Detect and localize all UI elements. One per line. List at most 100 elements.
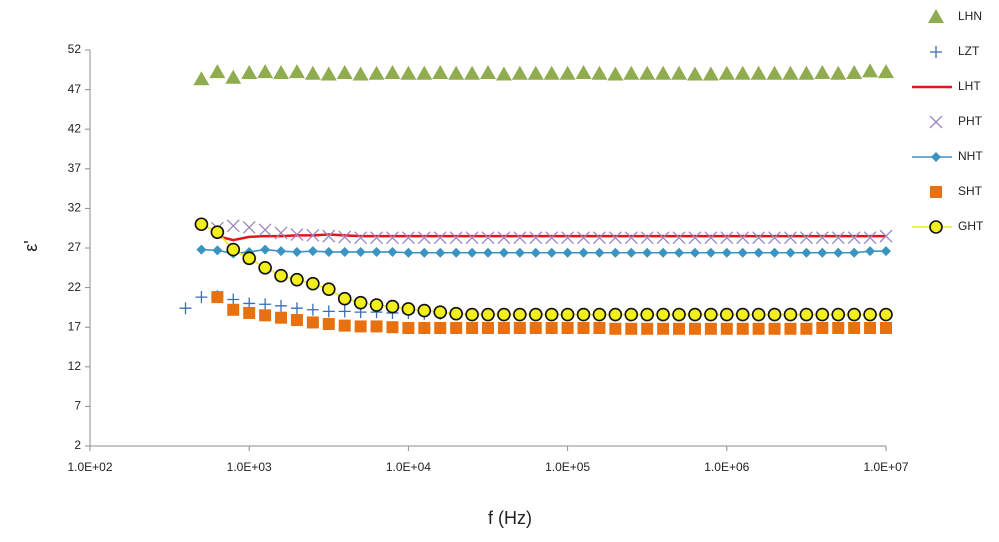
series-line xyxy=(217,233,886,242)
marker-triangle xyxy=(575,64,592,79)
legend-item: NHT xyxy=(912,149,983,163)
marker-diamond xyxy=(785,247,796,258)
marker-plus xyxy=(338,305,351,318)
marker-triangle xyxy=(878,64,894,79)
marker-cross xyxy=(752,231,766,245)
marker-triangle xyxy=(495,66,512,81)
marker-circle xyxy=(576,307,591,322)
marker-square xyxy=(545,321,558,334)
marker-diamond xyxy=(530,247,541,258)
marker-circle xyxy=(656,307,670,322)
marker-cross xyxy=(338,230,352,244)
marker-cross xyxy=(386,231,399,245)
marker-triangle xyxy=(511,65,528,80)
marker-diamond xyxy=(642,247,653,258)
marker-square xyxy=(211,291,224,304)
marker-cross xyxy=(545,231,559,245)
marker-square xyxy=(720,322,733,335)
marker-square xyxy=(402,321,415,334)
legend-label: GHT xyxy=(958,219,984,233)
marker-square xyxy=(673,322,686,335)
marker-diamond xyxy=(435,247,446,258)
marker-triangle xyxy=(830,65,847,80)
marker-circle xyxy=(719,307,734,322)
marker-triangle xyxy=(734,65,751,80)
marker-circle xyxy=(401,302,416,316)
marker-diamond xyxy=(817,247,828,258)
marker-cross xyxy=(242,220,256,234)
marker-cross xyxy=(226,219,240,233)
marker-triangle xyxy=(766,65,783,80)
marker-square xyxy=(275,311,288,324)
legend-label: LZT xyxy=(958,44,980,58)
marker-triangle xyxy=(320,66,337,81)
marker-cross xyxy=(704,231,718,245)
marker-triangle xyxy=(527,65,544,80)
marker-square xyxy=(466,321,479,334)
marker-diamond xyxy=(467,247,478,258)
marker-circle xyxy=(433,305,448,319)
marker-triangle xyxy=(209,64,226,79)
marker-diamond xyxy=(674,247,685,258)
marker-diamond xyxy=(705,247,716,258)
marker-diamond xyxy=(801,247,812,258)
marker-square xyxy=(434,321,447,334)
marker-diamond xyxy=(339,246,350,257)
marker-cross xyxy=(815,231,829,245)
legend-label: SHT xyxy=(958,184,983,198)
marker-circle xyxy=(544,307,559,322)
marker-square xyxy=(354,320,367,333)
marker-circle xyxy=(337,291,352,306)
marker-circle xyxy=(242,251,256,266)
marker-square xyxy=(704,322,717,335)
marker-diamond xyxy=(626,247,637,258)
marker-diamond xyxy=(483,247,494,258)
y-tick-label: 27 xyxy=(68,240,82,254)
legend-item: LZT xyxy=(930,44,980,58)
marker-plus xyxy=(322,305,335,318)
marker-circle xyxy=(608,307,623,322)
marker-cross xyxy=(322,229,336,243)
marker-cross xyxy=(608,231,622,245)
y-tick-label: 32 xyxy=(68,201,82,215)
marker-triangle xyxy=(368,65,385,80)
marker-triangle xyxy=(559,65,576,80)
marker-diamond xyxy=(514,247,525,258)
marker-diamond xyxy=(721,247,732,258)
marker-plus xyxy=(290,302,303,315)
marker-diamond xyxy=(658,247,669,258)
marker-circle xyxy=(640,307,655,322)
marker-diamond xyxy=(931,152,941,162)
marker-circle xyxy=(783,307,798,322)
marker-square xyxy=(800,322,813,335)
marker-diamond xyxy=(594,247,605,258)
marker-square xyxy=(306,316,319,329)
marker-diamond xyxy=(355,246,366,257)
marker-triangle xyxy=(846,64,863,79)
marker-diamond xyxy=(546,247,557,258)
marker-circle xyxy=(688,307,702,322)
marker-plus xyxy=(259,298,272,311)
marker-cross xyxy=(258,223,272,237)
series xyxy=(217,233,886,242)
marker-circle xyxy=(449,306,463,321)
x-tick-label: 1.0E+05 xyxy=(545,460,590,474)
marker-circle xyxy=(194,217,209,232)
marker-triangle xyxy=(543,65,560,80)
marker-diamond xyxy=(451,247,462,258)
x-tick-label: 1.0E+06 xyxy=(704,460,749,474)
marker-diamond xyxy=(387,246,398,257)
marker-circle xyxy=(274,268,288,283)
marker-triangle xyxy=(718,65,735,80)
marker-square xyxy=(880,321,892,334)
marker-cross xyxy=(290,228,304,241)
legend-item: GHT xyxy=(912,219,984,234)
marker-square xyxy=(688,322,701,335)
marker-circle xyxy=(863,307,877,322)
marker-cross xyxy=(799,231,813,245)
legend-item: PHT xyxy=(929,114,983,129)
marker-circle xyxy=(481,307,495,322)
marker-cross xyxy=(561,231,575,245)
marker-square xyxy=(370,320,383,333)
